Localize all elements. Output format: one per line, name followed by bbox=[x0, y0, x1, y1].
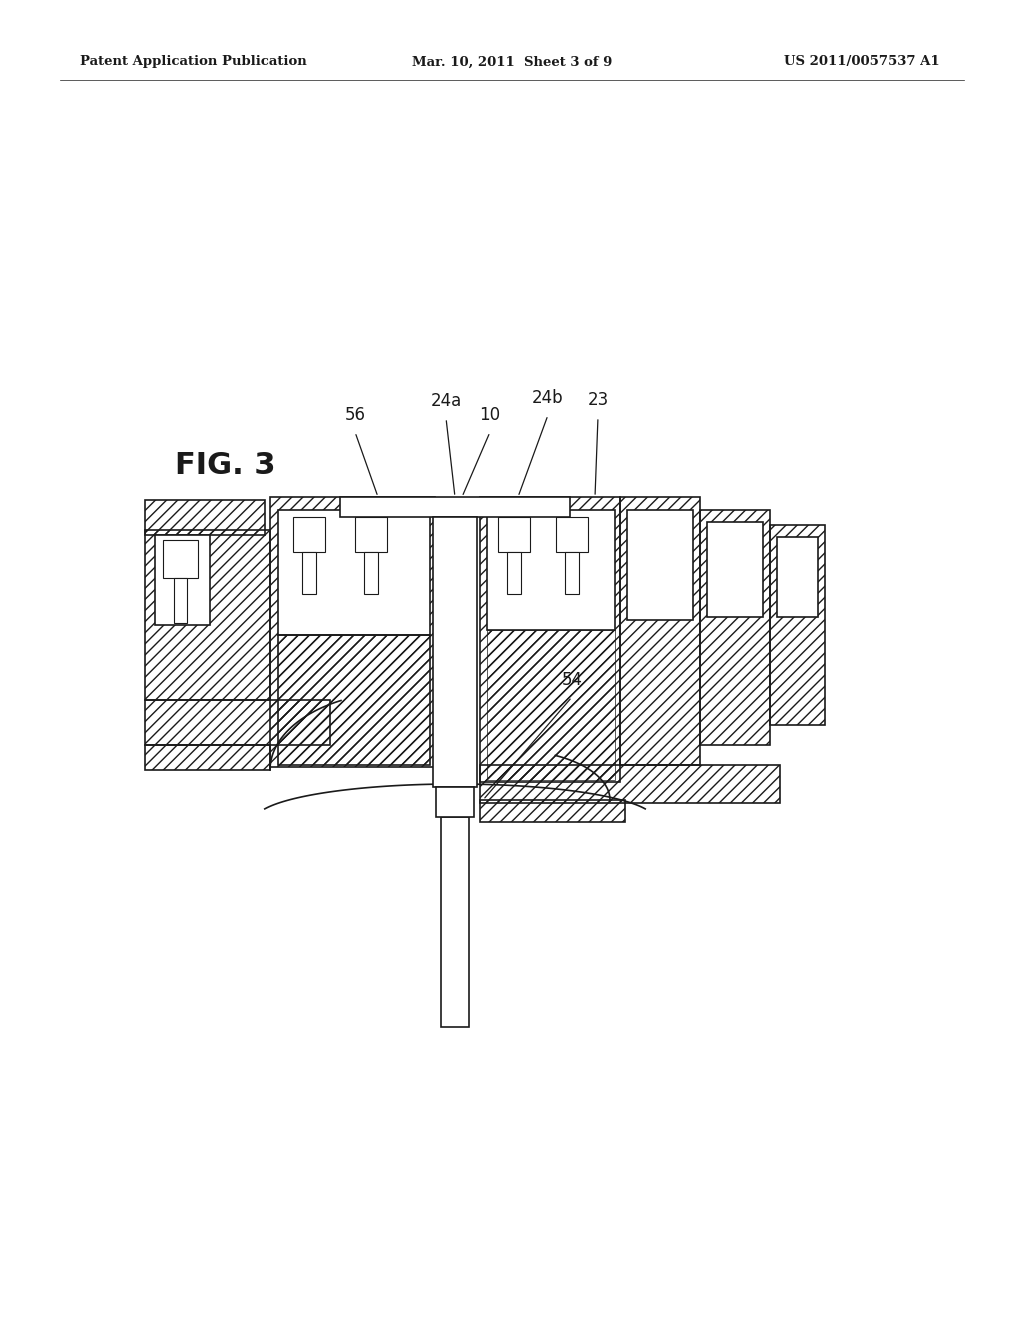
Text: 24a: 24a bbox=[430, 392, 462, 411]
Bar bbox=[487, 510, 615, 630]
Bar bbox=[145, 500, 265, 535]
Bar bbox=[433, 517, 477, 787]
Text: 54: 54 bbox=[561, 671, 583, 689]
Bar bbox=[436, 787, 474, 817]
Bar bbox=[174, 578, 187, 623]
Bar bbox=[278, 510, 430, 635]
Bar bbox=[565, 552, 579, 594]
Bar bbox=[145, 531, 270, 700]
Bar bbox=[155, 535, 210, 624]
Text: 10: 10 bbox=[479, 407, 501, 424]
Bar bbox=[145, 700, 330, 744]
Text: 56: 56 bbox=[344, 407, 366, 424]
Bar bbox=[278, 635, 430, 766]
Bar bbox=[556, 517, 588, 552]
Bar bbox=[777, 537, 818, 616]
Bar bbox=[364, 552, 378, 594]
Text: Mar. 10, 2011  Sheet 3 of 9: Mar. 10, 2011 Sheet 3 of 9 bbox=[412, 55, 612, 69]
Bar bbox=[620, 498, 700, 766]
Bar bbox=[163, 540, 198, 578]
Bar bbox=[293, 517, 325, 552]
Bar bbox=[498, 517, 530, 552]
Bar bbox=[302, 552, 316, 594]
Bar bbox=[487, 630, 615, 780]
Bar bbox=[278, 510, 430, 635]
Text: 24b: 24b bbox=[532, 389, 564, 407]
Bar bbox=[355, 517, 387, 552]
Text: US 2011/0057537 A1: US 2011/0057537 A1 bbox=[784, 55, 940, 69]
Bar bbox=[507, 552, 521, 594]
Text: Patent Application Publication: Patent Application Publication bbox=[80, 55, 307, 69]
Bar bbox=[707, 521, 763, 616]
Bar bbox=[145, 744, 270, 770]
Bar bbox=[441, 817, 469, 1027]
Bar bbox=[480, 766, 780, 803]
Bar bbox=[340, 498, 570, 517]
Bar bbox=[480, 800, 625, 822]
Bar bbox=[627, 510, 693, 620]
Bar bbox=[700, 510, 770, 744]
Bar bbox=[270, 498, 435, 767]
Bar bbox=[770, 525, 825, 725]
Bar bbox=[480, 498, 620, 781]
Text: 23: 23 bbox=[588, 391, 608, 409]
Text: FIG. 3: FIG. 3 bbox=[175, 450, 275, 479]
